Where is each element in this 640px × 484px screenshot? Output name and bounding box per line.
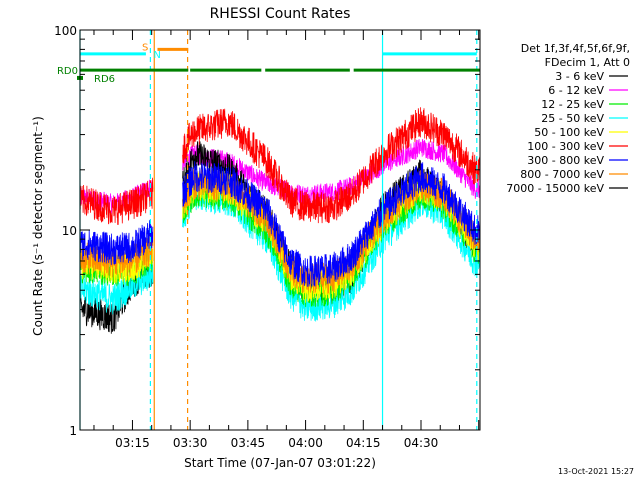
series-line-300-800-keV [79, 161, 481, 287]
series-line-100-300-keV [79, 107, 481, 225]
chart-title: RHESSI Count Rates [210, 6, 351, 22]
legend-header-line-2: FDecim 1, Att 0 [545, 56, 630, 69]
legend-label: 100 - 300 keV [527, 140, 604, 153]
legend-label: 300 - 800 keV [527, 154, 604, 167]
legend-label: 25 - 50 keV [541, 112, 604, 125]
y-axis-label: Count Rate (s⁻¹ detector segment⁻¹) [31, 116, 45, 336]
x-axis-label: Start Time (07-Jan-07 03:01:22) [184, 456, 376, 470]
x-tick-label: 03:30 [173, 436, 208, 450]
x-tick-label: 03:45 [231, 436, 266, 450]
flag-label-n: N [153, 50, 160, 61]
flag-label-rd0: RD0 [57, 66, 78, 77]
y-tick-label: 1 [69, 424, 77, 438]
flag-label-s: S [142, 42, 148, 53]
series-traces [79, 107, 481, 334]
legend-label: 3 - 6 keV [555, 70, 604, 83]
x-tick-label: 03:15 [115, 436, 150, 450]
legend-label: 7000 - 15000 keV [506, 182, 604, 195]
y-tick-label: 100 [54, 24, 77, 38]
x-tick-label: 04:00 [288, 436, 323, 450]
legend-header-line-1: Det 1f,3f,4f,5f,6f,9f, [521, 42, 630, 55]
footer-date: 13-Oct-2021 15:27 [558, 467, 634, 476]
legend-label: 50 - 100 keV [534, 126, 604, 139]
axes: 1 10 100 03:15 03:30 03:45 04:00 04:15 04:30 [54, 24, 481, 450]
x-tick-label: 04:30 [404, 436, 439, 450]
legend-label: 6 - 12 keV [548, 84, 604, 97]
legend-label: 12 - 25 keV [541, 98, 604, 111]
x-tick-label: 04:15 [346, 436, 381, 450]
flag-label-rd6: RD6 [94, 74, 115, 85]
y-tick-label: 10 [62, 224, 77, 238]
legend-label: 800 - 7000 keV [520, 168, 604, 181]
